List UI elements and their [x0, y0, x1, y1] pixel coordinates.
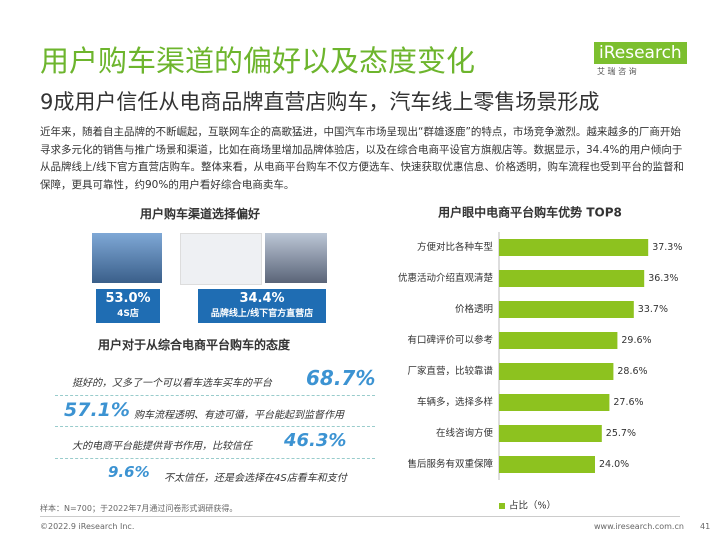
divider: [55, 458, 375, 459]
copyright: ©2022.9 iResearch Inc.: [40, 522, 135, 531]
attitude-percent: 68.7%: [306, 366, 376, 390]
bar: [499, 456, 595, 473]
data-label: 28.6%: [617, 366, 647, 377]
y-tick-label: 车辆多，选择多样: [417, 396, 493, 408]
attitude-percent: 57.1%: [64, 399, 130, 421]
y-tick-label: 方便对比各种车型: [417, 241, 494, 253]
logo-sub: 艾 瑞 咨 询: [597, 67, 637, 76]
bar: [499, 425, 602, 442]
divider: [55, 395, 375, 396]
stat-value: 53.0%: [105, 291, 151, 306]
bar: [499, 332, 618, 349]
divider: [55, 426, 375, 427]
stat-box: 53.0% 4S店: [96, 289, 160, 323]
stat-value: 34.4%: [239, 291, 285, 306]
section-title: 用户对于从综合电商平台购车的态度: [98, 338, 291, 352]
logo: iResearch: [594, 42, 687, 64]
legend-swatch: [499, 503, 505, 509]
intro: 近年来，随着自主品牌的不断崛起，互联网车企的高歌猛进，中国汽车市场呈现出“群雄逐…: [40, 126, 685, 191]
y-tick-label: 售后服务有双重保障: [407, 458, 493, 470]
bar: [499, 301, 634, 318]
attitude-text: 大的电商平台能提供背书作用，比较信任: [72, 441, 252, 452]
y-tick-label: 优惠活动介绍直观清楚: [398, 272, 494, 284]
y-tick-label: 在线咨询方便: [436, 427, 494, 439]
data-label: 29.6%: [621, 335, 651, 346]
title: 用户购车渠道的偏好以及态度变化: [40, 44, 476, 78]
attitude-text: 不太信任，还是会选择在4S店看车和支付: [164, 473, 347, 484]
bar: [499, 363, 614, 380]
attitude-text: 挺好的，又多了一个可以看车选车买车的平台: [72, 378, 272, 389]
bar: [499, 239, 649, 256]
y-tick-label: 价格透明: [455, 303, 493, 315]
legend-label: 占比（%）: [509, 500, 556, 512]
attitude-percent: 9.6%: [108, 463, 150, 481]
section-title: 用户购车渠道选择偏好: [140, 207, 261, 221]
stat-box: 34.4% 品牌线上/线下官方直营店: [198, 289, 326, 323]
attitude-percent: 46.3%: [284, 430, 347, 451]
data-label: 24.0%: [599, 459, 629, 470]
y-tick-label: 厂家直营，比较靠谱: [407, 365, 493, 377]
attitude-text: 购车流程透明、有迹可循，平台能起到监督作用: [134, 410, 344, 421]
image: [180, 233, 262, 285]
stat-label: 品牌线上/线下官方直营店: [210, 309, 314, 319]
page-number: 41: [700, 522, 711, 531]
stat-label: 4S店: [117, 309, 139, 319]
image: [92, 233, 162, 283]
note: 样本：N=700；于2022年7月通过问卷形式调研获得。: [40, 504, 238, 513]
subtitle: 9成用户信任从电商品牌直营店购车，汽车线上零售场景形成: [40, 90, 600, 114]
y-tick-label: 有口碑评价可以参考: [407, 334, 493, 346]
url: www.iresearch.com.cn: [594, 522, 684, 531]
bar: [499, 394, 610, 411]
chart-title: 用户眼中电商平台购车优势 TOP8: [437, 205, 622, 220]
bar: [499, 270, 645, 287]
footer-line: [40, 516, 680, 517]
data-label: 37.3%: [652, 242, 682, 253]
data-label: 33.7%: [638, 304, 668, 315]
image: [265, 233, 327, 283]
data-label: 25.7%: [606, 428, 636, 439]
data-label: 27.6%: [613, 397, 643, 408]
data-label: 36.3%: [648, 273, 678, 284]
